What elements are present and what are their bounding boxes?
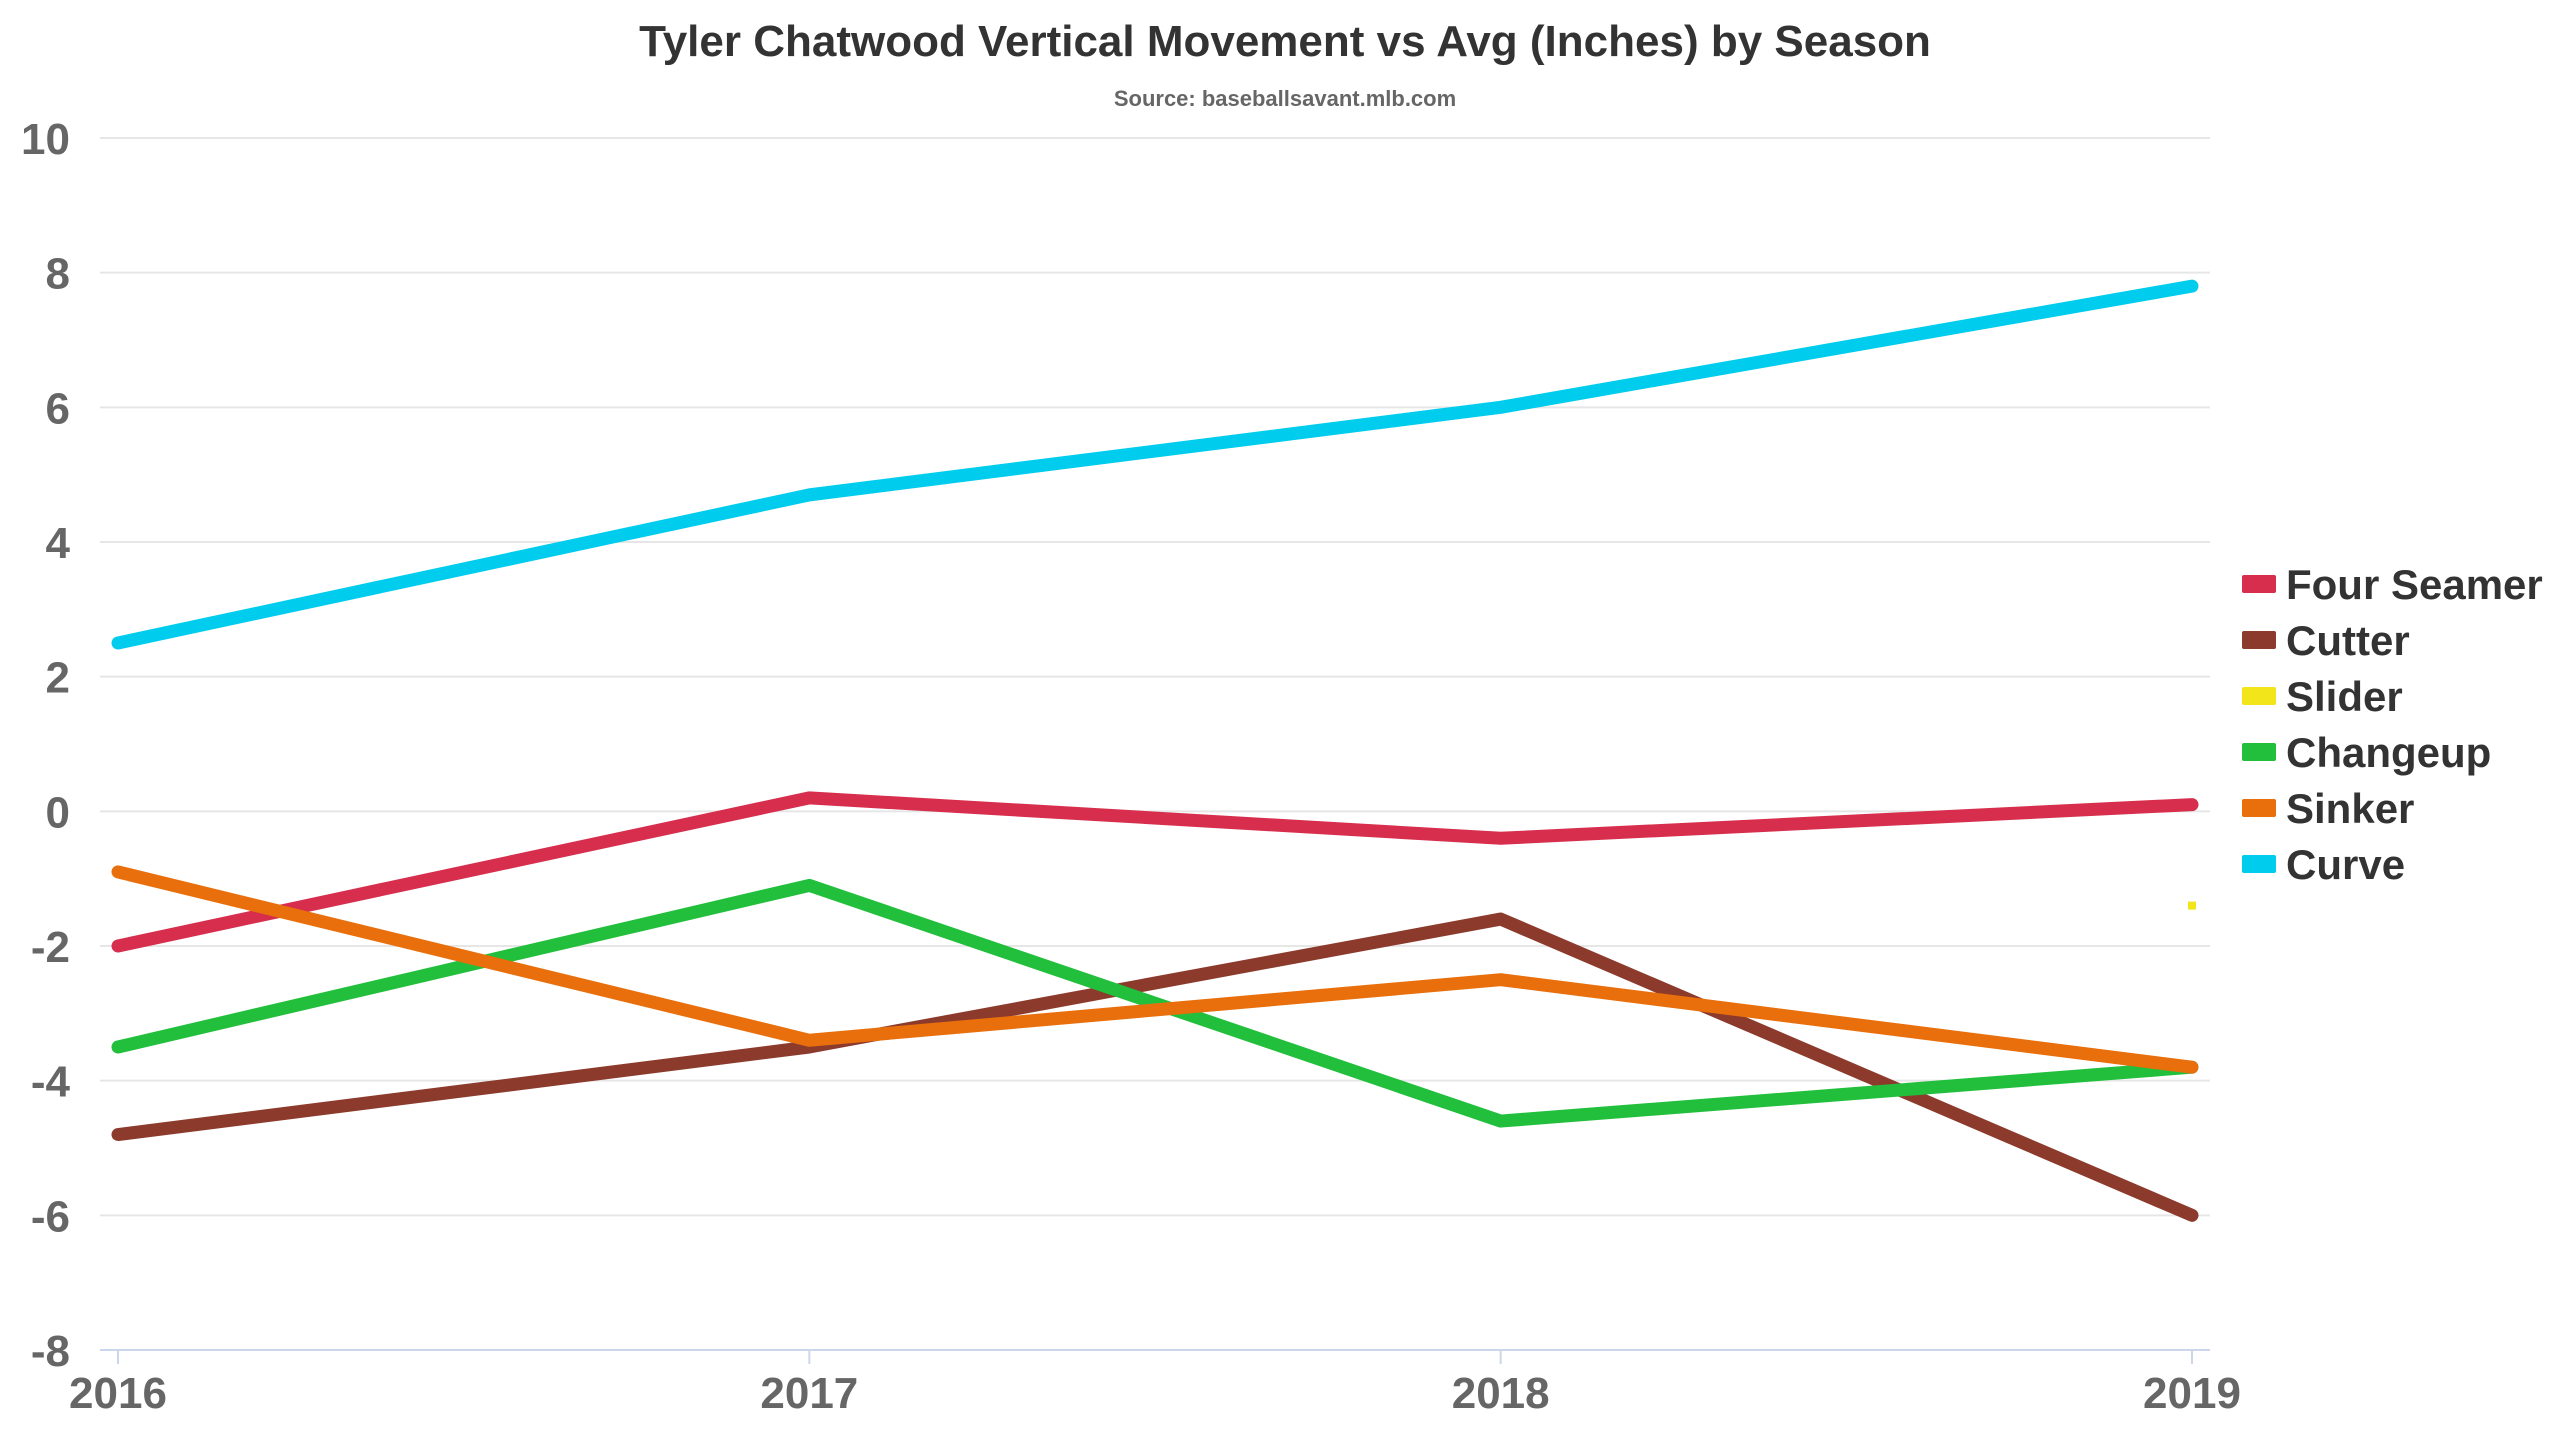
x-axis-ticks: 2016 2017 2018 2019 [69, 1350, 2241, 1418]
legend-swatch-cutter [2242, 631, 2276, 649]
y-tick-label: -4 [31, 1058, 71, 1107]
series-point-slider [2188, 901, 2196, 910]
series-line-sinker [111, 865, 2199, 1074]
y-tick-label: 4 [46, 519, 71, 568]
y-tick-label: 0 [46, 788, 70, 837]
x-tick-label: 2016 [69, 1369, 167, 1418]
legend-swatch-sinker [2242, 799, 2276, 817]
y-tick-label: -2 [31, 923, 70, 972]
gridlines [100, 137, 2210, 1217]
chart-title: Tyler Chatwood Vertical Movement vs Avg … [639, 17, 1931, 66]
series-line-curve [111, 279, 2199, 650]
y-tick-label: -6 [31, 1192, 70, 1241]
legend-label-sinker[interactable]: Sinker [2286, 785, 2414, 832]
legend: Four Seamer Cutter Slider Changeup Sinker Cur… [2242, 561, 2543, 888]
y-tick-label: 6 [46, 384, 70, 433]
legend-swatch-changeup [2242, 743, 2276, 761]
x-tick-label: 2019 [2143, 1369, 2241, 1418]
x-tick-label: 2018 [1452, 1369, 1550, 1418]
series-line-changeup [111, 878, 2199, 1128]
legend-label-curve[interactable]: Curve [2286, 841, 2405, 888]
legend-label-cutter[interactable]: Cutter [2286, 617, 2410, 664]
legend-label-slider[interactable]: Slider [2286, 673, 2403, 720]
series-line-cutter [111, 912, 2199, 1222]
series-line-four-seamer [111, 791, 2199, 953]
y-tick-label: 10 [21, 115, 70, 164]
legend-label-changeup[interactable]: Changeup [2286, 729, 2491, 776]
legend-swatch-four-seamer [2242, 575, 2276, 593]
chart-subtitle: Source: baseballsavant.mlb.com [1114, 86, 1456, 111]
series-lines [111, 279, 2199, 1222]
legend-swatch-slider [2242, 687, 2276, 705]
y-tick-label: 2 [46, 654, 70, 703]
y-tick-label: 8 [46, 250, 70, 299]
y-tick-label: -8 [31, 1327, 70, 1376]
legend-swatch-curve [2242, 855, 2276, 873]
y-axis-ticks: 10 8 6 4 2 0 -2 -4 -6 -8 [21, 115, 70, 1376]
legend-label-four-seamer[interactable]: Four Seamer [2286, 561, 2543, 608]
x-tick-label: 2017 [760, 1369, 858, 1418]
